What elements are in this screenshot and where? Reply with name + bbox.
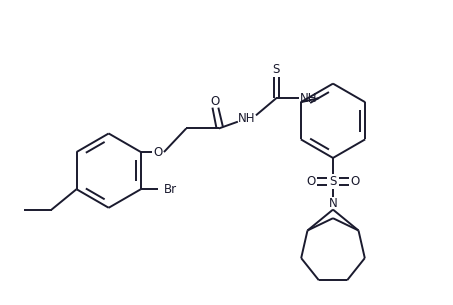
Text: N: N — [328, 197, 337, 210]
Text: NH: NH — [238, 112, 255, 125]
Text: S: S — [273, 63, 280, 76]
Text: O: O — [350, 175, 359, 188]
Text: NH: NH — [300, 92, 318, 105]
Text: Br: Br — [164, 183, 177, 196]
Text: O: O — [307, 175, 316, 188]
Text: S: S — [329, 175, 337, 188]
Text: O: O — [211, 95, 220, 108]
Text: O: O — [154, 145, 163, 159]
